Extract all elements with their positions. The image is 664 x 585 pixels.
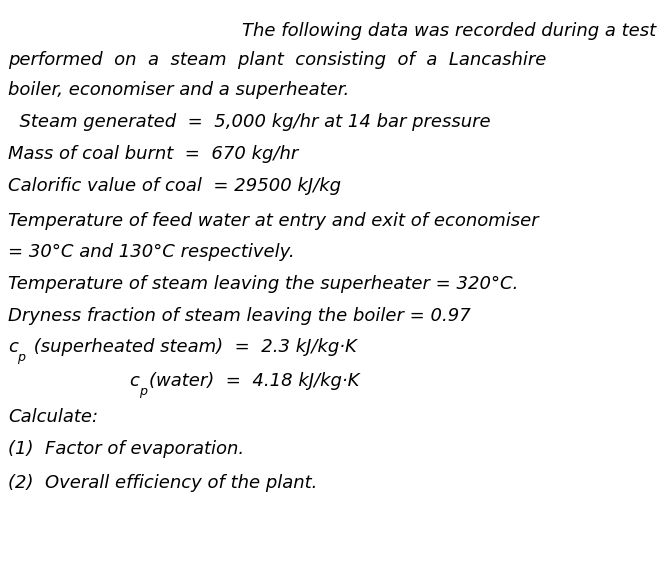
Text: The following data was recorded during a test: The following data was recorded during a… [242, 22, 656, 40]
Text: p: p [139, 385, 147, 398]
Text: Temperature of steam leaving the superheater = 320°C.: Temperature of steam leaving the superhe… [8, 275, 519, 293]
Text: (water)  =  4.18 kJ/kg·K: (water) = 4.18 kJ/kg·K [149, 372, 360, 390]
Text: Mass of coal burnt  =  670 kg/hr: Mass of coal burnt = 670 kg/hr [8, 145, 298, 163]
Text: Calorific value of coal  = 29500 kJ/kg: Calorific value of coal = 29500 kJ/kg [8, 177, 341, 195]
Text: (superheated steam)  =  2.3 kJ/kg·K: (superheated steam) = 2.3 kJ/kg·K [28, 338, 357, 356]
Text: Steam generated  =  5,000 kg/hr at 14 bar pressure: Steam generated = 5,000 kg/hr at 14 bar … [8, 113, 491, 132]
Text: Temperature of feed water at entry and exit of economiser: Temperature of feed water at entry and e… [8, 212, 539, 230]
Text: Dryness fraction of steam leaving the boiler = 0.97: Dryness fraction of steam leaving the bo… [8, 307, 471, 325]
Text: p: p [17, 351, 25, 364]
Text: c: c [129, 372, 139, 390]
Text: (2)  Overall efficiency of the plant.: (2) Overall efficiency of the plant. [8, 474, 317, 492]
Text: = 30°C and 130°C respectively.: = 30°C and 130°C respectively. [8, 243, 295, 261]
Text: performed  on  a  steam  plant  consisting  of  a  Lancashire: performed on a steam plant consisting of… [8, 51, 546, 70]
Text: Calculate:: Calculate: [8, 408, 98, 426]
Text: c: c [8, 338, 18, 356]
Text: (1)  Factor of evaporation.: (1) Factor of evaporation. [8, 440, 244, 458]
Text: boiler, economiser and a superheater.: boiler, economiser and a superheater. [8, 81, 349, 99]
